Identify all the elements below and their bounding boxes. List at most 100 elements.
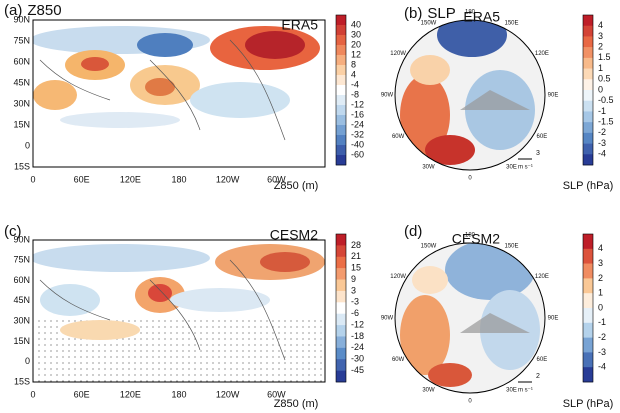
colorbar-swatch [583,90,593,102]
colorbar-swatch [336,25,346,36]
colorbar-frame [582,14,594,166]
colorbar-swatch [583,367,593,383]
colorbar-swatch [583,278,593,294]
lon-label: 60W [392,134,405,140]
colorbar-label: -3 [598,138,606,148]
colorbar-label: -2 [598,127,606,137]
colorbar-swatch [336,55,346,66]
lon-label: 0 [30,389,35,399]
colorbar-title: SLP (hPa) [563,180,614,192]
lon-label: 90W [381,316,394,322]
colorbar-swatch [583,47,593,59]
colorbar-frame [335,233,347,383]
colorbar-label: 0.5 [598,74,611,84]
colorbar-swatch [583,322,593,338]
polar-field [395,243,545,393]
colorbar-swatch [336,313,346,326]
colorbar-frame [582,233,594,383]
map-frame [32,19,326,168]
colorbar-swatch [336,115,346,126]
colorbar-label: 1.5 [598,52,611,62]
lat-label: 75N [13,255,30,265]
lat-label: 30N [13,98,30,108]
colorbar-swatch [583,248,593,264]
colorbar-label: 4 [598,243,603,253]
colorbar-frame [335,14,347,166]
colorbar-swatch [583,132,593,144]
colorbar-label: -1 [598,317,606,327]
lon-label: 120W [390,274,406,280]
colorbar-label: -6 [351,308,359,318]
lon-label: 90E [548,93,559,99]
colorbar-swatch [336,35,346,46]
colorbar-swatch [583,122,593,134]
lon-label: 60E [537,357,548,363]
colorbar-swatch [583,234,593,250]
map-field [33,240,325,382]
colorbar-label: -2 [598,332,606,342]
colorbar-swatch [336,336,346,349]
colorbar-swatch [336,359,346,371]
colorbar-title: SLP (hPa) [563,398,614,410]
colorbar-label: 8 [351,59,356,69]
vector-unit: m s⁻¹ [518,165,533,171]
colorbar-swatch [583,352,593,368]
colorbar-label: -3 [351,297,359,307]
colorbar-label: 4 [351,69,356,79]
colorbar-swatch [583,15,593,27]
lat-label: 15N [13,336,30,346]
panel-letter: (d) [404,223,422,240]
colorbar-swatch [336,325,346,337]
dataset-label: ERA5 [463,9,500,25]
panel-label: (b) SLP [404,5,456,22]
colorbar-swatch [583,25,593,37]
colorbar-label: 2 [598,273,603,283]
lon-label: 30E [506,164,517,170]
lat-label: 15N [13,119,30,129]
lon-label: 180 [171,174,186,184]
colorbar-swatch [336,95,346,106]
colorbar-label: -8 [351,89,359,99]
colorbar-swatch [336,125,346,136]
colorbar-label: 28 [351,240,361,250]
colorbar-swatch [336,45,346,56]
lon-label: 120E [535,274,549,280]
colorbar-swatch [336,279,346,292]
colorbar-label: 2 [598,42,603,52]
panel-label: (c) [4,223,22,240]
colorbar-swatch [583,293,593,309]
lon-label: 180 [465,233,476,239]
colorbar-title: Z850 (m) [274,398,319,410]
lon-label: 60W [392,357,405,363]
colorbar-swatch [336,85,346,96]
colorbar-swatch [336,268,346,280]
lon-label: 0 [30,174,35,184]
colorbar-swatch [583,263,593,279]
colorbar-label: -45 [351,365,364,375]
lon-label: 30E [506,387,517,393]
colorbar-label: -1 [598,106,606,116]
colorbar-swatch [336,75,346,86]
lat-label: 0 [25,140,30,150]
colorbar-label: -32 [351,129,364,139]
panel-letter: (a) [4,2,22,19]
lon-label: 0 [468,399,472,405]
dataset-label: CESM2 [452,231,500,247]
colorbar-swatch [336,302,346,314]
colorbar-label: -12 [351,99,364,109]
lon-label: 60W [267,174,286,184]
panel-title: SLP [427,5,455,22]
lon-label: 120W [216,389,240,399]
lon-label: 120E [120,174,141,184]
lon-label: 90W [381,93,394,99]
colorbar-label: -18 [351,331,364,341]
lat-label: 45N [13,295,30,305]
lon-label: 150W [421,244,437,250]
lon-label: 60E [537,134,548,140]
colorbar-label: -3 [598,347,606,357]
lon-label: 30W [422,387,435,393]
colorbar-swatch [336,290,346,303]
colorbar-swatch [336,256,346,269]
lon-label: 150W [421,21,437,27]
lon-label: 180 [171,389,186,399]
